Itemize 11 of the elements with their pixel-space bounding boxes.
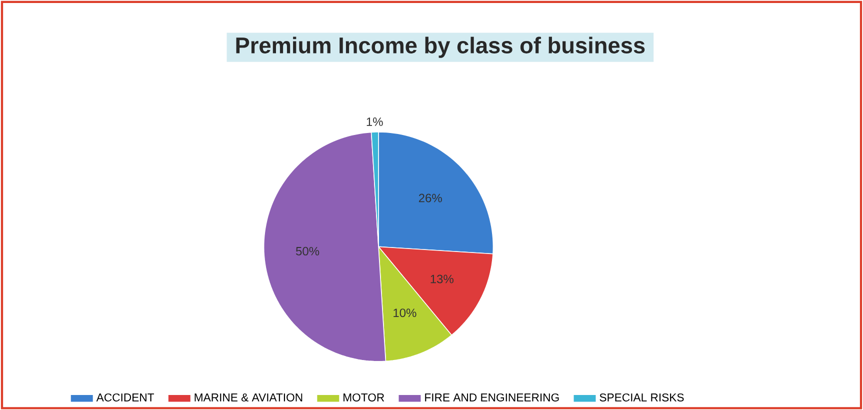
legend-label: FIRE AND ENGINEERING — [425, 393, 559, 402]
legend-label: MARINE & AVIATION — [194, 393, 302, 402]
legend-label: MOTOR — [344, 393, 384, 402]
data-label: 13% — [430, 274, 454, 284]
data-label: 10% — [394, 308, 416, 318]
data-label: 26% — [418, 194, 442, 202]
data-label: 1% — [366, 117, 383, 126]
chart-title: Premium Income by class of business — [236, 36, 645, 58]
data-label: 50% — [296, 246, 320, 256]
legend-label: SPECIAL RISKS — [600, 393, 684, 402]
legend-label: ACCIDENT — [96, 393, 154, 402]
